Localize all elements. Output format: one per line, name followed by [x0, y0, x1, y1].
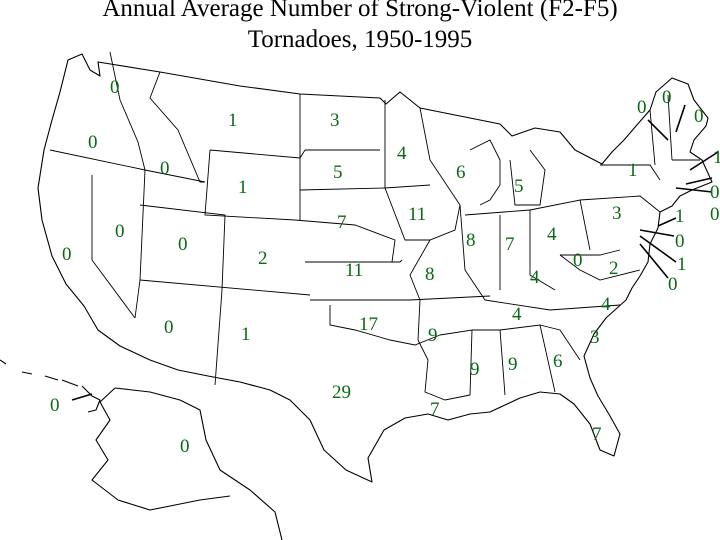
state-value-SD: 5	[333, 162, 343, 183]
state-value-NE: 7	[337, 212, 347, 233]
state-value-OR: 0	[88, 132, 98, 153]
hawaii-outline	[0, 359, 101, 413]
state-value-TX: 29	[332, 382, 351, 403]
state-value-MA: 1	[713, 147, 720, 168]
state-value-LA: 7	[430, 399, 440, 420]
state-value-WI: 6	[456, 162, 466, 183]
state-value-MD: 1	[677, 254, 687, 275]
state-value-IN: 7	[505, 234, 515, 255]
state-value-KY: 4	[530, 267, 540, 288]
state-value-OK: 17	[359, 314, 378, 335]
state-value-RI: 0	[710, 182, 720, 203]
state-value-KS: 11	[345, 260, 363, 281]
alaska-outline	[91, 387, 283, 540]
state-value-MN: 4	[397, 143, 407, 164]
state-value-FL: 7	[592, 424, 602, 445]
state-value-NH: 0	[662, 87, 672, 108]
state-value-WY: 1	[238, 177, 248, 198]
state-value-MS: 9	[470, 359, 480, 380]
state-value-AZ: 0	[164, 317, 174, 338]
state-borders	[49, 51, 700, 401]
state-value-DC: 0	[668, 274, 678, 295]
state-value-PA: 3	[612, 203, 622, 224]
state-value-GA: 6	[553, 351, 563, 372]
state-value-UT: 0	[178, 234, 188, 255]
state-value-VT: 0	[637, 97, 647, 118]
us-outline	[37, 53, 713, 483]
state-value-HI: 0	[50, 395, 60, 416]
state-value-AR: 9	[428, 325, 438, 346]
state-value-WV: 0	[573, 250, 583, 271]
state-value-CA: 0	[62, 244, 72, 265]
state-value-ID: 0	[160, 158, 170, 179]
state-value-NV: 0	[115, 221, 125, 242]
state-value-IL: 8	[466, 230, 476, 251]
state-value-DE: 0	[675, 231, 685, 252]
state-value-ND: 3	[330, 110, 340, 131]
state-value-NJ: 1	[675, 206, 685, 227]
state-value-WA: 0	[110, 77, 120, 98]
state-value-CO: 2	[258, 248, 268, 269]
state-value-OH: 4	[547, 224, 557, 245]
map-title-line-2: Tornadoes, 1950-1995	[247, 26, 473, 53]
state-value-MO: 8	[425, 264, 435, 285]
state-value-MI: 5	[514, 176, 524, 197]
state-value-IA: 11	[408, 204, 426, 225]
state-value-NY: 1	[628, 160, 638, 181]
state-value-AL: 9	[508, 354, 518, 375]
state-value-NM: 1	[241, 324, 251, 345]
state-value-TN: 4	[512, 304, 522, 325]
state-value-ME: 0	[694, 106, 704, 127]
state-values: 0 0 0 0 0 1 1 0 0 2 1 3 5 7 11 17 29 4 1…	[50, 77, 720, 457]
state-value-NC: 4	[601, 294, 611, 315]
state-value-SC: 3	[590, 327, 600, 348]
map-title-line-1: Annual Average Number of Strong-Violent …	[102, 0, 618, 22]
leader-lines	[71, 104, 719, 401]
state-value-MT: 1	[228, 110, 238, 131]
state-value-VA: 2	[609, 258, 619, 279]
state-value-CT: 0	[710, 204, 720, 225]
state-value-AK: 0	[180, 436, 190, 457]
